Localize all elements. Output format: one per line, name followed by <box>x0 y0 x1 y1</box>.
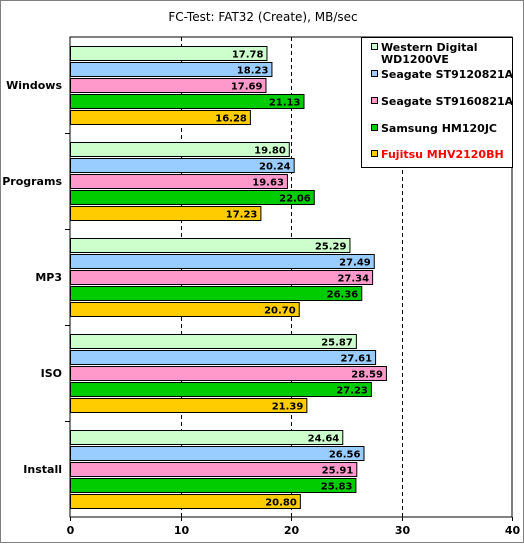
bars: 17.78 18.23 17.69 21.13 16.28 19.80 20.24 19.63… <box>70 46 387 509</box>
bar <box>70 206 262 221</box>
bar-value-label: 24.64 <box>308 434 340 445</box>
bar-value-label: 27.23 <box>336 386 368 397</box>
bar-value-label: 27.34 <box>337 274 369 285</box>
bar-value-label: 20.80 <box>265 498 297 509</box>
legend-swatch <box>371 43 378 50</box>
category-label: Programs <box>2 175 62 188</box>
x-tick-label: 20 <box>284 524 300 537</box>
bar <box>70 382 372 397</box>
bar-value-label: 17.78 <box>232 50 264 61</box>
category-label: Windows <box>6 79 62 92</box>
bar <box>70 302 300 317</box>
bar-value-label: 25.91 <box>322 466 354 477</box>
bar-value-label: 21.39 <box>272 402 304 413</box>
category-labels: Windows Programs MP3 ISO Install <box>2 79 62 476</box>
bar <box>70 350 377 365</box>
bar-value-label: 18.23 <box>237 66 269 77</box>
bar <box>70 142 290 157</box>
bar-value-label: 20.24 <box>259 162 291 173</box>
bar-value-label: 27.49 <box>339 258 371 269</box>
bar <box>70 190 315 205</box>
bar-value-label: 17.23 <box>226 210 258 221</box>
bar <box>70 94 305 109</box>
x-tick-label: 0 <box>67 524 75 537</box>
bar-value-label: 25.83 <box>321 482 353 493</box>
bar-value-label: 26.56 <box>329 450 361 461</box>
bar <box>70 46 268 61</box>
bar <box>70 174 288 189</box>
x-tick-label: 10 <box>174 524 190 537</box>
category-label: ISO <box>41 367 62 380</box>
bar-value-label: 17.69 <box>231 82 263 93</box>
bar <box>70 254 375 269</box>
category-label: MP3 <box>35 271 62 284</box>
x-tick-labels: 0 10 20 30 40 <box>67 517 521 537</box>
legend-swatch <box>371 70 378 77</box>
legend-swatch <box>371 97 378 104</box>
legend-label: Seagate ST9160821A <box>381 95 514 108</box>
legend-label: Samsung HM120JC <box>381 122 497 135</box>
bar-value-label: 19.80 <box>254 146 286 157</box>
bar <box>70 110 251 125</box>
bar-value-label: 21.13 <box>269 98 301 109</box>
x-tick-label: 30 <box>395 524 411 537</box>
bar <box>70 270 374 285</box>
legend-box <box>361 37 513 168</box>
bar-value-label: 16.28 <box>215 114 247 125</box>
bar-value-label: 26.36 <box>327 290 359 301</box>
bar <box>70 78 267 93</box>
bar <box>70 286 363 301</box>
bar <box>70 494 301 509</box>
legend-label: WD1200VE <box>381 53 449 66</box>
bar <box>70 446 365 461</box>
legend-label: Fujitsu MHV2120BH <box>381 148 504 161</box>
bar <box>70 462 358 477</box>
bar <box>70 398 308 413</box>
bar-value-label: 22.06 <box>279 194 311 205</box>
bar <box>70 334 357 349</box>
legend-label: Western Digital <box>381 41 478 54</box>
bar-value-label: 28.59 <box>351 370 383 381</box>
bar <box>70 478 357 493</box>
bar-value-label: 27.61 <box>340 354 372 365</box>
x-tick-label: 40 <box>505 524 521 537</box>
bar <box>70 62 273 77</box>
bar <box>70 238 351 253</box>
bar-value-label: 25.29 <box>315 242 347 253</box>
chart-title: FC-Test: FAT32 (Create), MB/sec <box>168 10 357 24</box>
bar <box>70 366 387 381</box>
legend-label: Seagate ST9120821A <box>381 68 514 81</box>
bar-value-label: 20.70 <box>264 306 296 317</box>
bar-value-label: 25.87 <box>321 338 353 349</box>
bar <box>70 430 344 445</box>
bar <box>70 158 295 173</box>
category-label: Install <box>23 463 62 476</box>
bar-value-label: 19.63 <box>252 178 284 189</box>
legend-swatch <box>371 124 378 131</box>
legend-swatch <box>371 150 378 157</box>
